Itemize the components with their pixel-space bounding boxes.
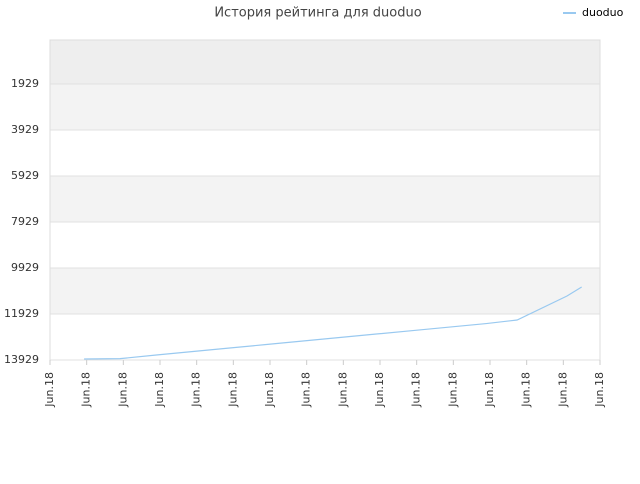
x-tick-label: Jun.18 — [556, 372, 569, 408]
x-tick-label: Jun.18 — [336, 372, 349, 408]
x-tick-label: Jun.18 — [593, 372, 606, 408]
x-tick-label: Jun.18 — [226, 372, 239, 408]
y-tick-label: 3929 — [11, 123, 39, 136]
chart-title: История рейтинга для duoduo — [214, 6, 421, 21]
y-tick-label: 5929 — [11, 169, 39, 182]
x-tick-label: Jun.18 — [153, 372, 166, 408]
series-line — [84, 286, 582, 360]
x-tick-label: Jun.18 — [446, 372, 459, 408]
plot-band — [50, 313, 600, 360]
y-tick-label: 11929 — [4, 307, 39, 320]
x-tick-label: Jun.18 — [483, 372, 496, 408]
x-tick-label: Jun.18 — [190, 372, 203, 408]
x-tick-label: Jun.18 — [263, 372, 276, 408]
plot-band — [50, 221, 600, 268]
y-tick-label: 7929 — [11, 215, 39, 228]
x-tick-label: Jun.18 — [520, 372, 533, 408]
y-tick-label: 13929 — [4, 353, 39, 366]
x-tick-label: Jun.18 — [373, 372, 386, 408]
x-tick-label: Jun.18 — [43, 372, 56, 408]
plot-band — [50, 129, 600, 176]
plot-band — [50, 83, 600, 130]
legend-label: duoduo — [582, 6, 624, 19]
plot-band — [50, 267, 600, 314]
x-tick-label: Jun.18 — [80, 372, 93, 408]
y-tick-label: 9929 — [11, 261, 39, 274]
plot-band — [50, 175, 600, 222]
plot-band — [50, 40, 600, 84]
x-tick-label: Jun.18 — [300, 372, 313, 408]
x-tick-label: Jun.18 — [410, 372, 423, 408]
y-tick-label: 1929 — [11, 77, 39, 90]
x-tick-label: Jun.18 — [116, 372, 129, 408]
